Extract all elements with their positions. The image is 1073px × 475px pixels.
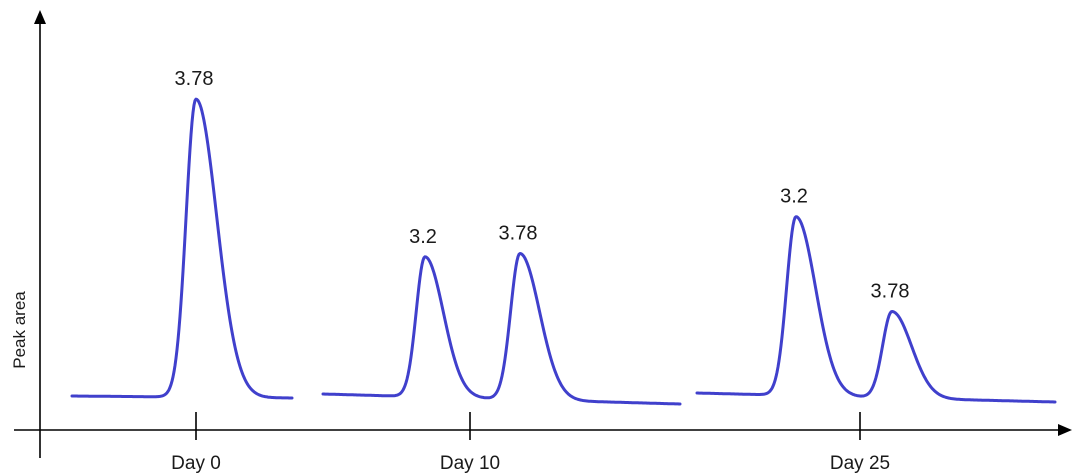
trace-day-25 [695, 215, 1057, 404]
peak-label-day-0-1: 3.78 [175, 68, 214, 90]
trace-day-10 [321, 252, 682, 406]
x-axis [14, 424, 1072, 436]
peak-labels: 3.78 3.2 3.78 3.2 3.78 [175, 68, 910, 302]
y-axis-label: Peak area [10, 291, 29, 369]
x-ticks: Day 0 Day 10 Day 25 [171, 412, 890, 474]
x-tick-label-day-0: Day 0 [171, 453, 221, 474]
x-tick-label-day-25: Day 25 [830, 453, 890, 474]
traces [70, 97, 1057, 406]
y-axis [34, 10, 46, 458]
peak-label-day-25-2: 3.78 [871, 280, 910, 302]
peak-label-day-25-1: 3.2 [780, 186, 808, 208]
trace-day-0 [70, 97, 294, 400]
y-axis-arrowhead [34, 10, 46, 24]
x-tick-label-day-10: Day 10 [440, 453, 500, 474]
peak-label-day-10-1: 3.2 [409, 226, 437, 248]
x-axis-arrowhead [1058, 424, 1072, 436]
peak-label-day-10-2: 3.78 [499, 222, 538, 244]
